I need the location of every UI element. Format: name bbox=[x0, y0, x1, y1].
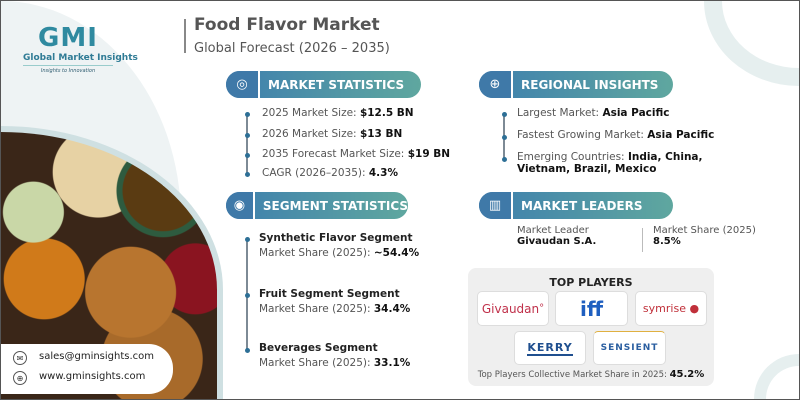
region-item: Emerging Countries: India, China, Vietnam… bbox=[517, 151, 703, 175]
market-leader: Market Leader Givaudan S.A. bbox=[517, 225, 597, 247]
bullet bbox=[245, 348, 250, 353]
stat-item: 2035 Forecast Market Size: $19 BN bbox=[262, 148, 451, 160]
top-players-footer: Top Players Collective Market Share in 2… bbox=[477, 369, 705, 380]
timeline-line bbox=[246, 114, 248, 174]
stat-item: CAGR (2026–2035): 4.3% bbox=[262, 167, 398, 179]
globe-icon: ⊕ bbox=[13, 371, 27, 385]
section-label: REGIONAL INSIGHTS bbox=[521, 77, 659, 92]
bullet bbox=[245, 112, 250, 117]
segment-statistics-header: ◉ SEGMENT STATISTICS bbox=[226, 192, 408, 219]
region-item: Fastest Growing Market: Asia Pacific bbox=[517, 129, 715, 141]
iff-logo: iff bbox=[555, 291, 628, 326]
section-label: SEGMENT STATISTICS bbox=[262, 198, 408, 213]
mail-icon: ✉ bbox=[13, 351, 27, 365]
market-leaders-header: ▥ MARKET LEADERS bbox=[479, 192, 673, 219]
leader-chart-icon: ▥ bbox=[479, 192, 513, 219]
globe-icon: ⊕ bbox=[479, 71, 513, 98]
givaudan-logo: Givaudan ° bbox=[477, 291, 549, 326]
stat-item: 2025 Market Size: $12.5 BN bbox=[262, 107, 414, 119]
decorative-arc bbox=[754, 354, 799, 399]
market-statistics-header: ◎ MARKET STATISTICS bbox=[226, 71, 421, 98]
target-chart-icon: ◉ bbox=[226, 192, 255, 219]
bullet bbox=[502, 157, 507, 162]
globe-chart-icon: ◎ bbox=[226, 71, 260, 98]
bullet bbox=[502, 135, 507, 140]
website-link[interactable]: www.gminsights.com bbox=[39, 371, 146, 382]
logo-tagline: Insights to Innovation bbox=[40, 68, 96, 74]
top-players-title: TOP PLAYERS bbox=[549, 276, 633, 289]
region-item: Largest Market: Asia Pacific bbox=[517, 107, 670, 119]
bullet bbox=[245, 153, 250, 158]
bullet bbox=[245, 237, 250, 242]
divider bbox=[642, 228, 643, 252]
page-title: Food Flavor Market bbox=[194, 15, 380, 35]
page-subtitle: Global Forecast (2026 – 2035) bbox=[194, 41, 390, 56]
symrise-logo: symrise ● bbox=[635, 291, 707, 326]
section-label: MARKET LEADERS bbox=[521, 198, 643, 213]
email-link[interactable]: sales@gminsights.com bbox=[39, 351, 155, 362]
market-leader-share: Market Share (2025) 8.5% bbox=[653, 225, 756, 247]
sensient-logo: SENSIENT bbox=[593, 331, 666, 365]
segment-item: Fruit Segment Segment Market Share (2025)… bbox=[259, 288, 411, 315]
contact-panel: ✉ sales@gminsights.com ⊕ www.gminsights.… bbox=[1, 344, 173, 394]
top-players-panel: TOP PLAYERS Givaudan ° iff symrise ● KERR… bbox=[468, 268, 714, 386]
section-label: MARKET STATISTICS bbox=[268, 77, 405, 92]
kerry-logo: KERRY bbox=[514, 331, 586, 365]
bullet bbox=[245, 293, 250, 298]
title-divider bbox=[184, 19, 186, 53]
bullet bbox=[502, 112, 507, 117]
bullet bbox=[245, 172, 250, 177]
regional-insights-header: ⊕ REGIONAL INSIGHTS bbox=[479, 71, 673, 98]
bullet bbox=[245, 133, 250, 138]
segment-item: Synthetic Flavor Segment Market Share (20… bbox=[259, 232, 420, 259]
segment-item: Beverages Segment Market Share (2025): 33… bbox=[259, 342, 411, 369]
logo-name: Global Market Insights bbox=[23, 53, 138, 66]
decorative-arc bbox=[704, 1, 799, 86]
gmi-logo[interactable]: GMI Global Market Insights Insights to I… bbox=[23, 23, 138, 74]
stat-item: 2026 Market Size: $13 BN bbox=[262, 128, 403, 140]
logo-mark: GMI bbox=[38, 23, 98, 53]
